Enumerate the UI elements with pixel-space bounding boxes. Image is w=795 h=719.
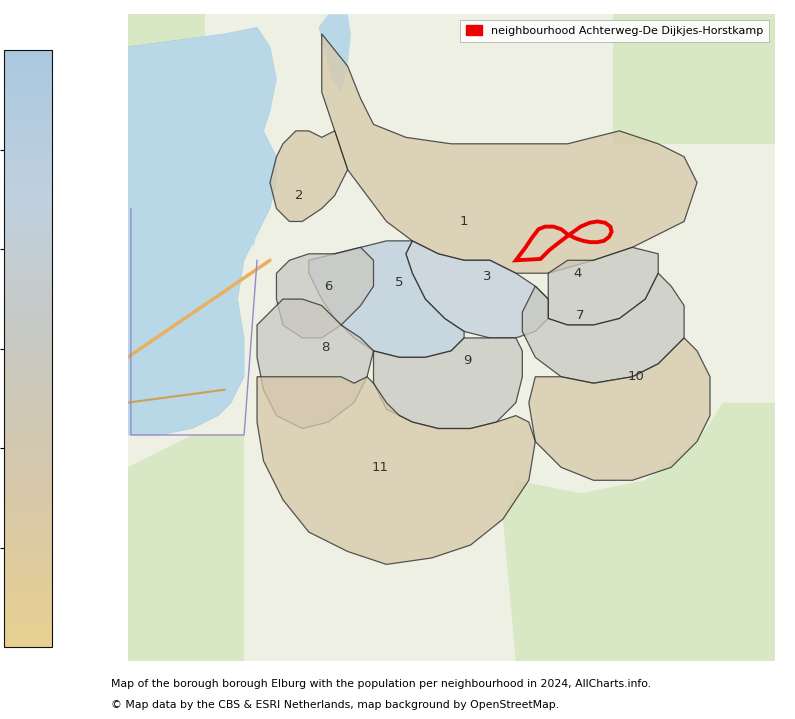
Polygon shape xyxy=(128,27,277,435)
Polygon shape xyxy=(549,247,658,325)
Polygon shape xyxy=(529,338,710,480)
Polygon shape xyxy=(522,273,684,383)
Text: 10: 10 xyxy=(627,370,644,383)
Text: Map of the borough borough Elburg with the population per neighbourhood in 2024,: Map of the borough borough Elburg with t… xyxy=(111,679,651,690)
Polygon shape xyxy=(503,403,774,661)
Polygon shape xyxy=(257,377,535,564)
Text: 2: 2 xyxy=(295,189,304,202)
Polygon shape xyxy=(374,338,522,429)
Polygon shape xyxy=(252,176,267,247)
Text: 9: 9 xyxy=(463,354,471,367)
Text: © Map data by the CBS & ESRI Netherlands, map background by OpenStreetMap.: © Map data by the CBS & ESRI Netherlands… xyxy=(111,700,560,710)
Text: 8: 8 xyxy=(321,341,329,354)
Polygon shape xyxy=(128,14,205,209)
Polygon shape xyxy=(322,34,697,273)
Polygon shape xyxy=(613,14,774,144)
Polygon shape xyxy=(277,247,374,338)
Text: 4: 4 xyxy=(573,267,581,280)
Text: 11: 11 xyxy=(371,461,389,474)
Polygon shape xyxy=(406,241,549,338)
Text: 7: 7 xyxy=(576,308,585,322)
Text: 5: 5 xyxy=(395,276,404,290)
Text: 1: 1 xyxy=(460,215,468,228)
Polygon shape xyxy=(270,131,347,221)
Text: 3: 3 xyxy=(483,270,491,283)
Legend: neighbourhood Achterweg-De Dijkjes-Horstkamp: neighbourhood Achterweg-De Dijkjes-Horst… xyxy=(460,20,769,42)
Polygon shape xyxy=(128,435,244,661)
Polygon shape xyxy=(319,14,351,92)
Polygon shape xyxy=(308,241,464,357)
Text: 6: 6 xyxy=(324,280,332,293)
Polygon shape xyxy=(257,299,374,429)
